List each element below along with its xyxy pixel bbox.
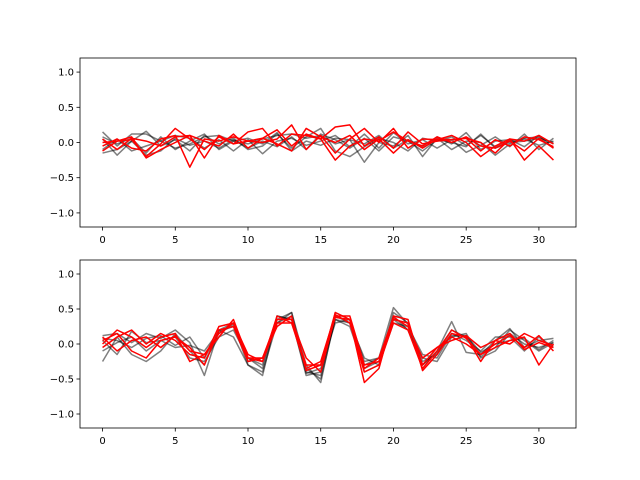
y-tick-label: −0.5 <box>50 375 74 386</box>
series-group <box>101 306 555 384</box>
x-tick-label: 25 <box>460 235 473 246</box>
x-tick-label: 25 <box>460 436 473 447</box>
top-chart: 0 5 10 15 20 25 30 −1.0 −0.5 0.0 0.5 1.0 <box>50 57 577 246</box>
x-tick-label: 0 <box>99 235 105 246</box>
x-tick-label: 15 <box>314 235 327 246</box>
series-line-gray-4 <box>102 131 554 154</box>
series-line-red-8 <box>102 313 554 373</box>
y-tick-label: −1.0 <box>50 208 74 219</box>
y-tick-label: 1.0 <box>58 68 74 79</box>
x-tick-label: 10 <box>242 436 255 447</box>
series-line-red-6 <box>102 124 554 158</box>
x-tick-label: 5 <box>172 436 178 447</box>
x-tick-label: 0 <box>99 436 105 447</box>
series-group <box>101 124 554 168</box>
x-tick-label: 30 <box>533 235 546 246</box>
y-tick-label: −1.0 <box>50 410 74 421</box>
x-tick-label: 5 <box>172 235 178 246</box>
y-tick-label: 0.0 <box>58 138 74 149</box>
y-tick-label: −0.5 <box>50 173 74 184</box>
x-tick-label: 15 <box>314 436 327 447</box>
y-tick-label: 0.5 <box>58 103 74 114</box>
y-tick-label: 0.0 <box>58 340 74 351</box>
x-tick-label: 20 <box>387 436 400 447</box>
bottom-chart: 0 5 10 15 20 25 30 −1.0 −0.5 0.0 0.5 1.0 <box>50 259 577 447</box>
x-tick-label: 10 <box>242 235 255 246</box>
series-line-red-8 <box>102 124 554 161</box>
y-tick-label: 1.0 <box>58 270 74 281</box>
x-tick-label: 30 <box>533 436 546 447</box>
y-tick-label: 0.5 <box>58 305 74 316</box>
series-line-red-9 <box>102 127 554 154</box>
x-tick-label: 20 <box>387 235 400 246</box>
series-line-red-9 <box>102 316 554 370</box>
